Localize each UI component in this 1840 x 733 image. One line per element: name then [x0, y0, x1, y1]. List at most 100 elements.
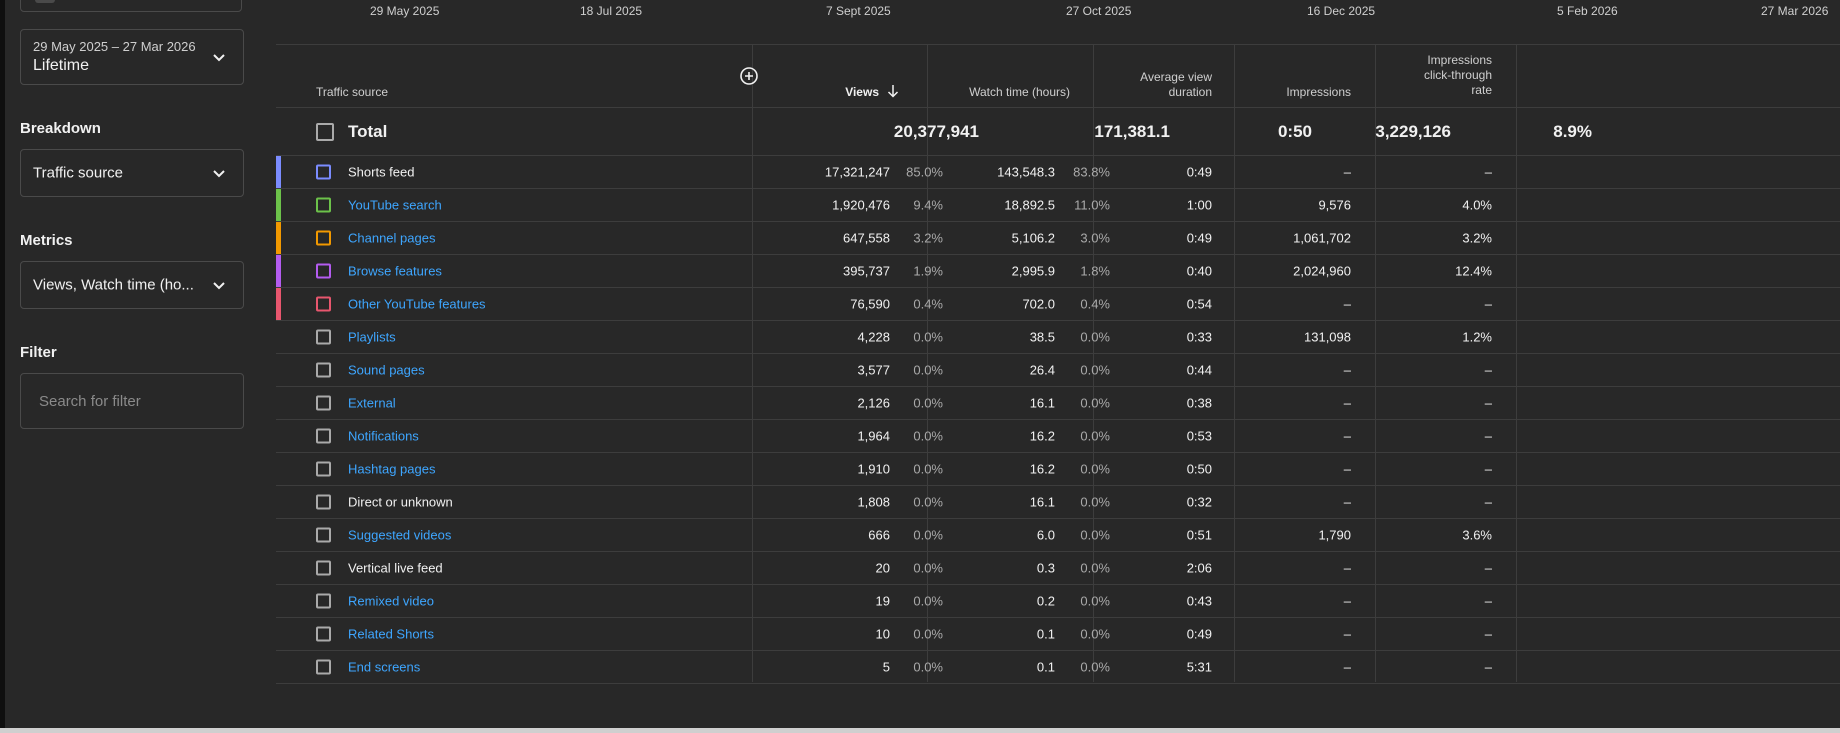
table-row[interactable]: Hashtag pages 1,910 0.0% 16.2 0.0% 0:50 …: [276, 453, 1840, 486]
header-ctr-line-2: click-through: [1423, 68, 1492, 82]
traffic-source-name[interactable]: Hashtag pages: [348, 461, 436, 477]
watch-time-value: 2,995.9: [1011, 263, 1055, 279]
add-column-icon[interactable]: [740, 67, 758, 85]
row-checkbox[interactable]: [316, 626, 331, 642]
traffic-source-name[interactable]: External: [348, 395, 396, 411]
traffic-source-name[interactable]: Other YouTube features: [348, 296, 486, 312]
series-color-bar: [276, 255, 281, 287]
row-checkbox[interactable]: [316, 395, 331, 411]
timeline-tick: 16 Dec 2025: [1307, 4, 1376, 18]
total-checkbox[interactable]: [316, 122, 334, 141]
header-views[interactable]: Views: [845, 85, 879, 99]
views-value: 666: [868, 527, 890, 543]
watch-time-percent: 0.0%: [1080, 494, 1110, 510]
header-traffic-source[interactable]: Traffic source: [316, 85, 389, 99]
impressions-value: –: [1343, 494, 1351, 510]
row-checkbox[interactable]: [316, 164, 331, 180]
total-label: Total: [348, 121, 388, 141]
traffic-source-name[interactable]: Sound pages: [348, 362, 425, 378]
header-ctr[interactable]: Impressions click-through rate: [1424, 53, 1492, 98]
views-value: 76,590: [850, 296, 890, 312]
impressions-value: 1,790: [1318, 527, 1351, 543]
watch-time-value: 16.2: [1029, 461, 1055, 477]
traffic-source-name[interactable]: Suggested videos: [348, 527, 452, 543]
views-percent: 1.9%: [913, 263, 943, 279]
traffic-source-name[interactable]: Browse features: [348, 263, 442, 279]
table-row[interactable]: Notifications 1,964 0.0% 16.2 0.0% 0:53 …: [276, 420, 1840, 453]
header-top-divider: [276, 44, 1840, 45]
table-row[interactable]: Playlists 4,228 0.0% 38.5 0.0% 0:33 131,…: [276, 321, 1840, 354]
table-row[interactable]: Channel pages 647,558 3.2% 5,106.2 3.0% …: [276, 222, 1840, 255]
table-row[interactable]: Sound pages 3,577 0.0% 26.4 0.0% 0:44 – …: [276, 354, 1840, 387]
row-checkbox[interactable]: [316, 428, 331, 444]
table-row[interactable]: Related Shorts 10 0.0% 0.1 0.0% 0:49 – –: [276, 618, 1840, 651]
traffic-source-name[interactable]: YouTube search: [348, 197, 442, 213]
views-value: 19: [875, 593, 890, 609]
total-impressions: 3,229,126: [1375, 121, 1451, 141]
row-checkbox[interactable]: [316, 263, 331, 279]
row-checkbox[interactable]: [316, 329, 331, 345]
breakdown-dropdown[interactable]: Traffic source: [20, 149, 244, 197]
views-percent: 0.0%: [913, 362, 943, 378]
table-row[interactable]: Vertical live feed 20 0.0% 0.3 0.0% 2:06…: [276, 552, 1840, 585]
row-checkbox[interactable]: [316, 560, 331, 576]
row-checkbox[interactable]: [316, 659, 331, 675]
traffic-source-name[interactable]: Channel pages: [348, 230, 436, 246]
table-row[interactable]: Shorts feed 17,321,247 85.0% 143,548.3 8…: [276, 156, 1840, 189]
header-watch-time[interactable]: Watch time (hours): [969, 85, 1070, 99]
column-divider: [1375, 44, 1376, 682]
row-checkbox[interactable]: [316, 494, 331, 510]
ctr-value: –: [1484, 296, 1492, 312]
traffic-source-name[interactable]: Remixed video: [348, 593, 434, 609]
table-row[interactable]: End screens 5 0.0% 0.1 0.0% 5:31 – –: [276, 651, 1840, 684]
row-checkbox[interactable]: [316, 527, 331, 543]
table-row[interactable]: Browse features 395,737 1.9% 2,995.9 1.8…: [276, 255, 1840, 288]
avg-duration-value: 0:53: [1186, 428, 1212, 444]
impressions-value: –: [1343, 626, 1351, 642]
filter-field[interactable]: [20, 373, 244, 429]
watch-time-value: 0.3: [1036, 560, 1055, 576]
traffic-source-name[interactable]: Notifications: [348, 428, 419, 444]
row-checkbox[interactable]: [316, 230, 331, 246]
table-row[interactable]: Other YouTube features 76,590 0.4% 702.0…: [276, 288, 1840, 321]
header-ctr-line-3: rate: [1471, 83, 1492, 97]
total-ctr: 8.9%: [1553, 121, 1592, 141]
table-row[interactable]: Direct or unknown 1,808 0.0% 16.1 0.0% 0…: [276, 486, 1840, 519]
sort-down-arrow-icon[interactable]: [887, 84, 899, 98]
table-row[interactable]: YouTube search 1,920,476 9.4% 18,892.5 1…: [276, 189, 1840, 222]
ctr-value: –: [1484, 395, 1492, 411]
header-impressions[interactable]: Impressions: [1286, 85, 1351, 99]
ctr-value: 3.2%: [1462, 230, 1492, 246]
row-checkbox[interactable]: [316, 593, 331, 609]
table-row[interactable]: External 2,126 0.0% 16.1 0.0% 0:38 – –: [276, 387, 1840, 420]
table-row[interactable]: Remixed video 19 0.0% 0.2 0.0% 0:43 – –: [276, 585, 1840, 618]
total-row: Total 20,377,941 171,381.1 0:50 3,229,12…: [276, 108, 1840, 156]
watch-time-percent: 0.0%: [1080, 593, 1110, 609]
views-percent: 0.0%: [913, 593, 943, 609]
header-avg-view-duration[interactable]: Average view duration: [1140, 70, 1212, 100]
ctr-value: 1.2%: [1462, 329, 1492, 345]
filter-input[interactable]: [21, 374, 243, 428]
avg-duration-value: 0:32: [1186, 494, 1212, 510]
row-checkbox[interactable]: [316, 362, 331, 378]
row-checkbox[interactable]: [316, 461, 331, 477]
row-checkbox[interactable]: [316, 197, 331, 213]
avg-duration-value: 0:33: [1186, 329, 1212, 345]
timeline-tick: 29 May 2025: [370, 4, 440, 18]
series-color-bar: [276, 156, 281, 188]
collapsed-control[interactable]: [20, 0, 242, 12]
metrics-dropdown[interactable]: Views, Watch time (ho...: [20, 261, 244, 309]
table-row[interactable]: Suggested videos 666 0.0% 6.0 0.0% 0:51 …: [276, 519, 1840, 552]
date-range-dropdown[interactable]: 29 May 2025 – 27 Mar 2026 Lifetime: [20, 29, 244, 85]
ctr-value: 4.0%: [1462, 197, 1492, 213]
date-range-text: 29 May 2025 – 27 Mar 2026: [33, 39, 196, 54]
traffic-source-name[interactable]: Related Shorts: [348, 626, 434, 642]
ctr-value: –: [1484, 362, 1492, 378]
total-watch-time: 171,381.1: [1094, 121, 1170, 141]
row-checkbox[interactable]: [316, 296, 331, 312]
ctr-value: –: [1484, 593, 1492, 609]
traffic-source-name[interactable]: Playlists: [348, 329, 396, 345]
column-divider: [1093, 44, 1094, 682]
filter-label: Filter: [20, 344, 57, 361]
traffic-source-name[interactable]: End screens: [348, 659, 421, 675]
